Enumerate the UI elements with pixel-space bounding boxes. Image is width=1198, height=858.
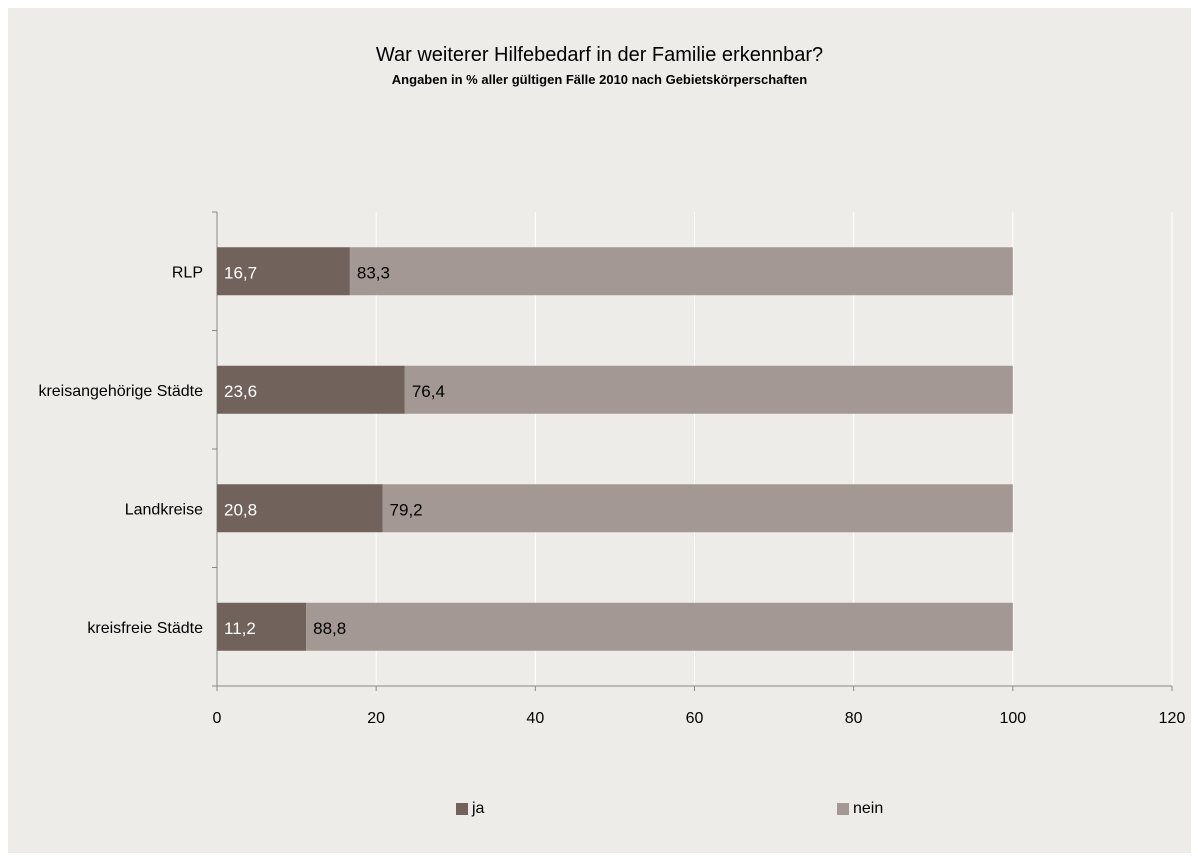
bar-nein xyxy=(382,484,1013,533)
legend-label-ja: ja xyxy=(472,800,485,817)
data-label-ja: 23,6 xyxy=(224,382,257,401)
data-label-nein: 88,8 xyxy=(313,619,346,638)
data-label-ja: 20,8 xyxy=(224,500,257,519)
legend-item-nein: nein xyxy=(837,800,883,818)
category-label: RLP xyxy=(172,264,203,281)
data-label-nein: 76,4 xyxy=(412,382,445,401)
chart-subtitle: Angaben in % aller gültigen Fälle 2010 n… xyxy=(391,72,808,87)
legend: ja nein xyxy=(0,800,1198,820)
x-tick-label: 100 xyxy=(999,710,1026,727)
bar-ja xyxy=(217,365,405,414)
x-tick-label: 120 xyxy=(1159,710,1186,727)
x-tick-label: 0 xyxy=(213,710,222,727)
bar-nein xyxy=(404,365,1013,414)
chart-area: War weiterer Hilfebedarf in der Familie … xyxy=(8,8,1191,853)
legend-swatch-ja xyxy=(456,803,468,815)
bar-ja xyxy=(217,602,307,651)
data-label-ja: 11,2 xyxy=(224,619,256,638)
bar-ja xyxy=(217,484,383,533)
chart-title: War weiterer Hilfebedarf in der Familie … xyxy=(375,44,824,66)
x-tick-label: 60 xyxy=(686,710,704,727)
bar-ja xyxy=(217,247,350,296)
category-label: kreisangehörige Städte xyxy=(38,383,203,400)
legend-swatch-nein xyxy=(837,803,849,815)
bar-nein xyxy=(349,247,1013,296)
data-label-nein: 79,2 xyxy=(390,500,423,519)
bar-nein xyxy=(306,602,1013,651)
legend-item-ja: ja xyxy=(456,800,484,818)
x-tick-label: 80 xyxy=(845,710,863,727)
x-tick-label: 20 xyxy=(367,710,385,727)
data-label-ja: 16,7 xyxy=(224,263,257,282)
category-label: Landkreise xyxy=(125,501,203,518)
legend-label-nein: nein xyxy=(853,800,884,817)
data-label-nein: 83,3 xyxy=(357,263,390,282)
category-label: kreisfreie Städte xyxy=(87,620,203,637)
x-tick-label: 40 xyxy=(526,710,544,727)
